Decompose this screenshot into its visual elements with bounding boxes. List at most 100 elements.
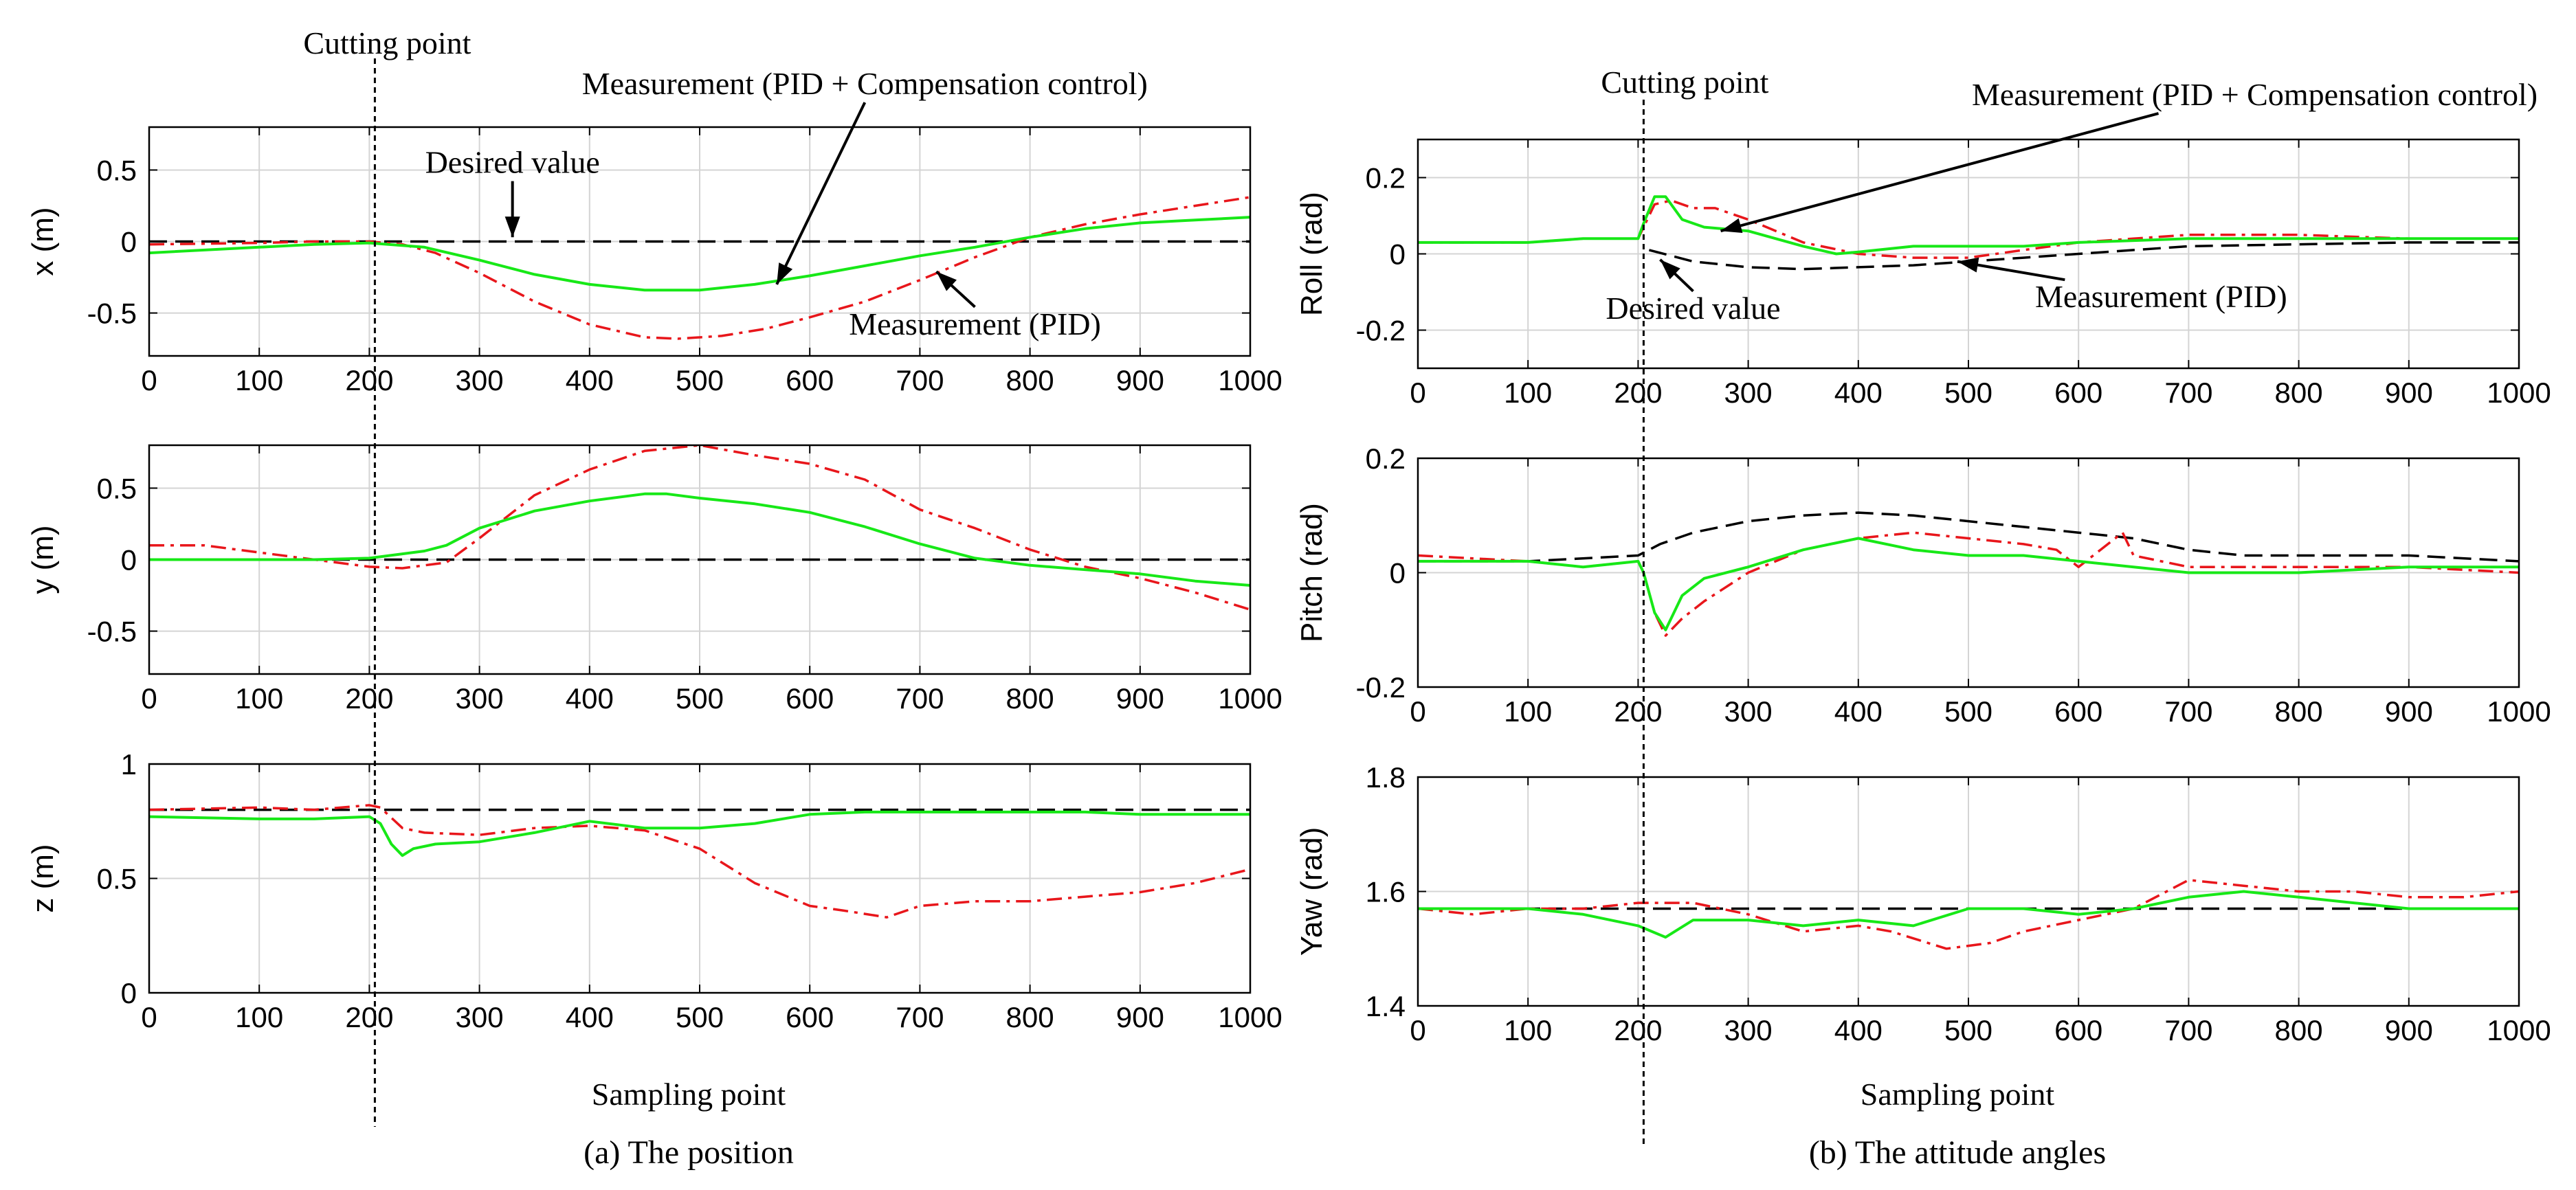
x-tick-label: 500 <box>676 364 724 396</box>
y-tick-label: 1.4 <box>1366 990 1406 1022</box>
panel-x: 0 100 200 300 400 500 600 700 800 900 1000 -0.5 0 0.5… <box>26 126 1283 396</box>
x-tick-label: 1000 <box>2487 1014 2551 1046</box>
x-tick-label: 900 <box>1116 1001 1164 1033</box>
x-tick-label: 900 <box>1116 682 1164 715</box>
x-tick-label: 900 <box>2385 1014 2433 1046</box>
x-axis-label-right: Sampling point <box>1861 1077 2055 1112</box>
series-line-pid <box>149 804 1250 919</box>
x-tick-label: 700 <box>2164 1014 2212 1046</box>
annotation-arrow-0-shaft <box>1720 112 2159 233</box>
annotation-arrow-1-head <box>1660 259 1680 280</box>
y-tick-label: 1 <box>121 748 137 781</box>
cutting-point-label-right: Cutting point <box>1601 65 1768 100</box>
x-tick-label: 1000 <box>2487 695 2551 728</box>
y-tick-label: 0 <box>1390 557 1406 590</box>
x-tick-label: 400 <box>566 682 614 715</box>
x-tick-label: 1000 <box>1218 1001 1282 1033</box>
x-tick-label: 600 <box>2054 377 2102 409</box>
axes-frame <box>1417 776 2520 1007</box>
axes-frame <box>1417 457 2520 688</box>
panel-y: 0 100 200 300 400 500 600 700 800 900 1000 -0.5 0 0.5… <box>26 444 1283 715</box>
annotation-arrow-1-head <box>777 262 793 284</box>
x-tick-label: 100 <box>1504 695 1552 728</box>
annotation-arrow-0-head <box>1720 218 1743 234</box>
x-tick-label: 800 <box>1006 682 1054 715</box>
x-tick-label: 300 <box>456 682 504 715</box>
x-tick-label: 1000 <box>1218 682 1282 715</box>
plots-layer: 0 100 200 300 400 500 600 700 800 900 1000-0.500.5… <box>26 126 2551 1046</box>
y-axis-label: y (m) <box>26 525 60 594</box>
x-tick-label: 500 <box>676 682 724 715</box>
x-tick-label: 500 <box>1944 1014 1992 1046</box>
x-tick-label: 700 <box>896 682 944 715</box>
series-line-desired <box>1418 511 2519 563</box>
y-tick-label: 0.2 <box>1366 162 1406 194</box>
x-tick-label: 900 <box>1116 364 1164 396</box>
x-tick-label: 500 <box>676 1001 724 1033</box>
x-tick-label: 800 <box>2275 695 2323 728</box>
x-tick-label: 300 <box>1724 1014 1773 1046</box>
axes-frame <box>148 126 1252 357</box>
series-line-pid-comp <box>149 492 1250 587</box>
axes-frame <box>1417 138 2520 370</box>
x-tick-label: 100 <box>235 364 283 396</box>
y-tick-label: -0.5 <box>87 616 137 648</box>
annotation-label: Measurement (PID + Compensation control) <box>1972 77 2538 112</box>
series-line-pid <box>149 445 1250 611</box>
x-tick-label: 100 <box>1504 1014 1552 1046</box>
x-tick-label: 0 <box>141 1001 157 1033</box>
y-tick-label: 0.5 <box>97 154 137 186</box>
x-tick-label: 200 <box>1614 695 1662 728</box>
x-tick-label: 700 <box>896 1001 944 1033</box>
series-line-pid-comp <box>149 810 1250 857</box>
x-tick-label: 400 <box>566 364 614 396</box>
series-line-desired <box>1648 241 2519 271</box>
annotation-label: Measurement (PID + Compensation control) <box>582 66 1148 101</box>
x-tick-label: 300 <box>456 1001 504 1033</box>
x-tick-label: 300 <box>1724 695 1773 728</box>
annotation-arrow-2-head <box>936 271 957 291</box>
x-tick-label: 700 <box>2164 695 2212 728</box>
x-tick-label: 100 <box>235 1001 283 1033</box>
panel-yaw: 0 100 200 300 400 500 600 700 800 900 1000 1.4 1.6 1.… <box>1295 761 2551 1046</box>
x-tick-label: 900 <box>2385 695 2433 728</box>
x-tick-label: 800 <box>2275 377 2323 409</box>
y-tick-label: 0.5 <box>97 863 137 895</box>
panel-z: 0 100 200 300 400 500 600 700 800 900 1000 0 0.5 1 z (… <box>26 748 1283 1033</box>
x-tick-label: 0 <box>1410 377 1425 409</box>
x-tick-label: 0 <box>141 364 157 396</box>
y-tick-label: -0.5 <box>87 298 137 330</box>
y-tick-label: 0 <box>121 226 137 258</box>
y-tick-label: 1.8 <box>1366 761 1406 794</box>
x-tick-label: 600 <box>2054 695 2102 728</box>
x-tick-label: 300 <box>1724 377 1773 409</box>
x-axis-label-left: Sampling point <box>592 1077 786 1112</box>
x-tick-label: 900 <box>2385 377 2433 409</box>
x-tick-label: 700 <box>896 364 944 396</box>
x-tick-label: 600 <box>786 1001 834 1033</box>
x-tick-label: 400 <box>1834 1014 1883 1046</box>
x-tick-label: 600 <box>786 364 834 396</box>
series-line-pid-comp <box>1418 537 2519 631</box>
series-line-pid-comp <box>1418 890 2519 939</box>
x-tick-label: 500 <box>1944 695 1992 728</box>
x-tick-label: 300 <box>456 364 504 396</box>
cutting-point-label-left: Cutting point <box>303 25 471 60</box>
x-tick-label: 200 <box>1614 1014 1662 1046</box>
annotation-arrow-1-shaft <box>775 102 867 285</box>
panel-roll: 0 100 200 300 400 500 600 700 800 900 1000-0.200.2… <box>1295 138 2551 409</box>
axes-frame <box>148 763 1252 994</box>
x-tick-label: 700 <box>2164 377 2212 409</box>
caption-right: (b) The attitude angles <box>1809 1134 2106 1171</box>
x-tick-label: 200 <box>345 364 393 396</box>
y-axis-label: Pitch (rad) <box>1295 503 1329 642</box>
x-tick-label: 800 <box>1006 1001 1054 1033</box>
series-line-pid <box>149 196 1250 340</box>
x-tick-label: 600 <box>786 682 834 715</box>
x-tick-label: 1000 <box>2487 377 2551 409</box>
y-tick-label: 0 <box>121 977 137 1009</box>
axes-frame <box>148 444 1252 675</box>
x-tick-label: 100 <box>1504 377 1552 409</box>
annotation-label: Measurement (PID) <box>849 306 1101 341</box>
